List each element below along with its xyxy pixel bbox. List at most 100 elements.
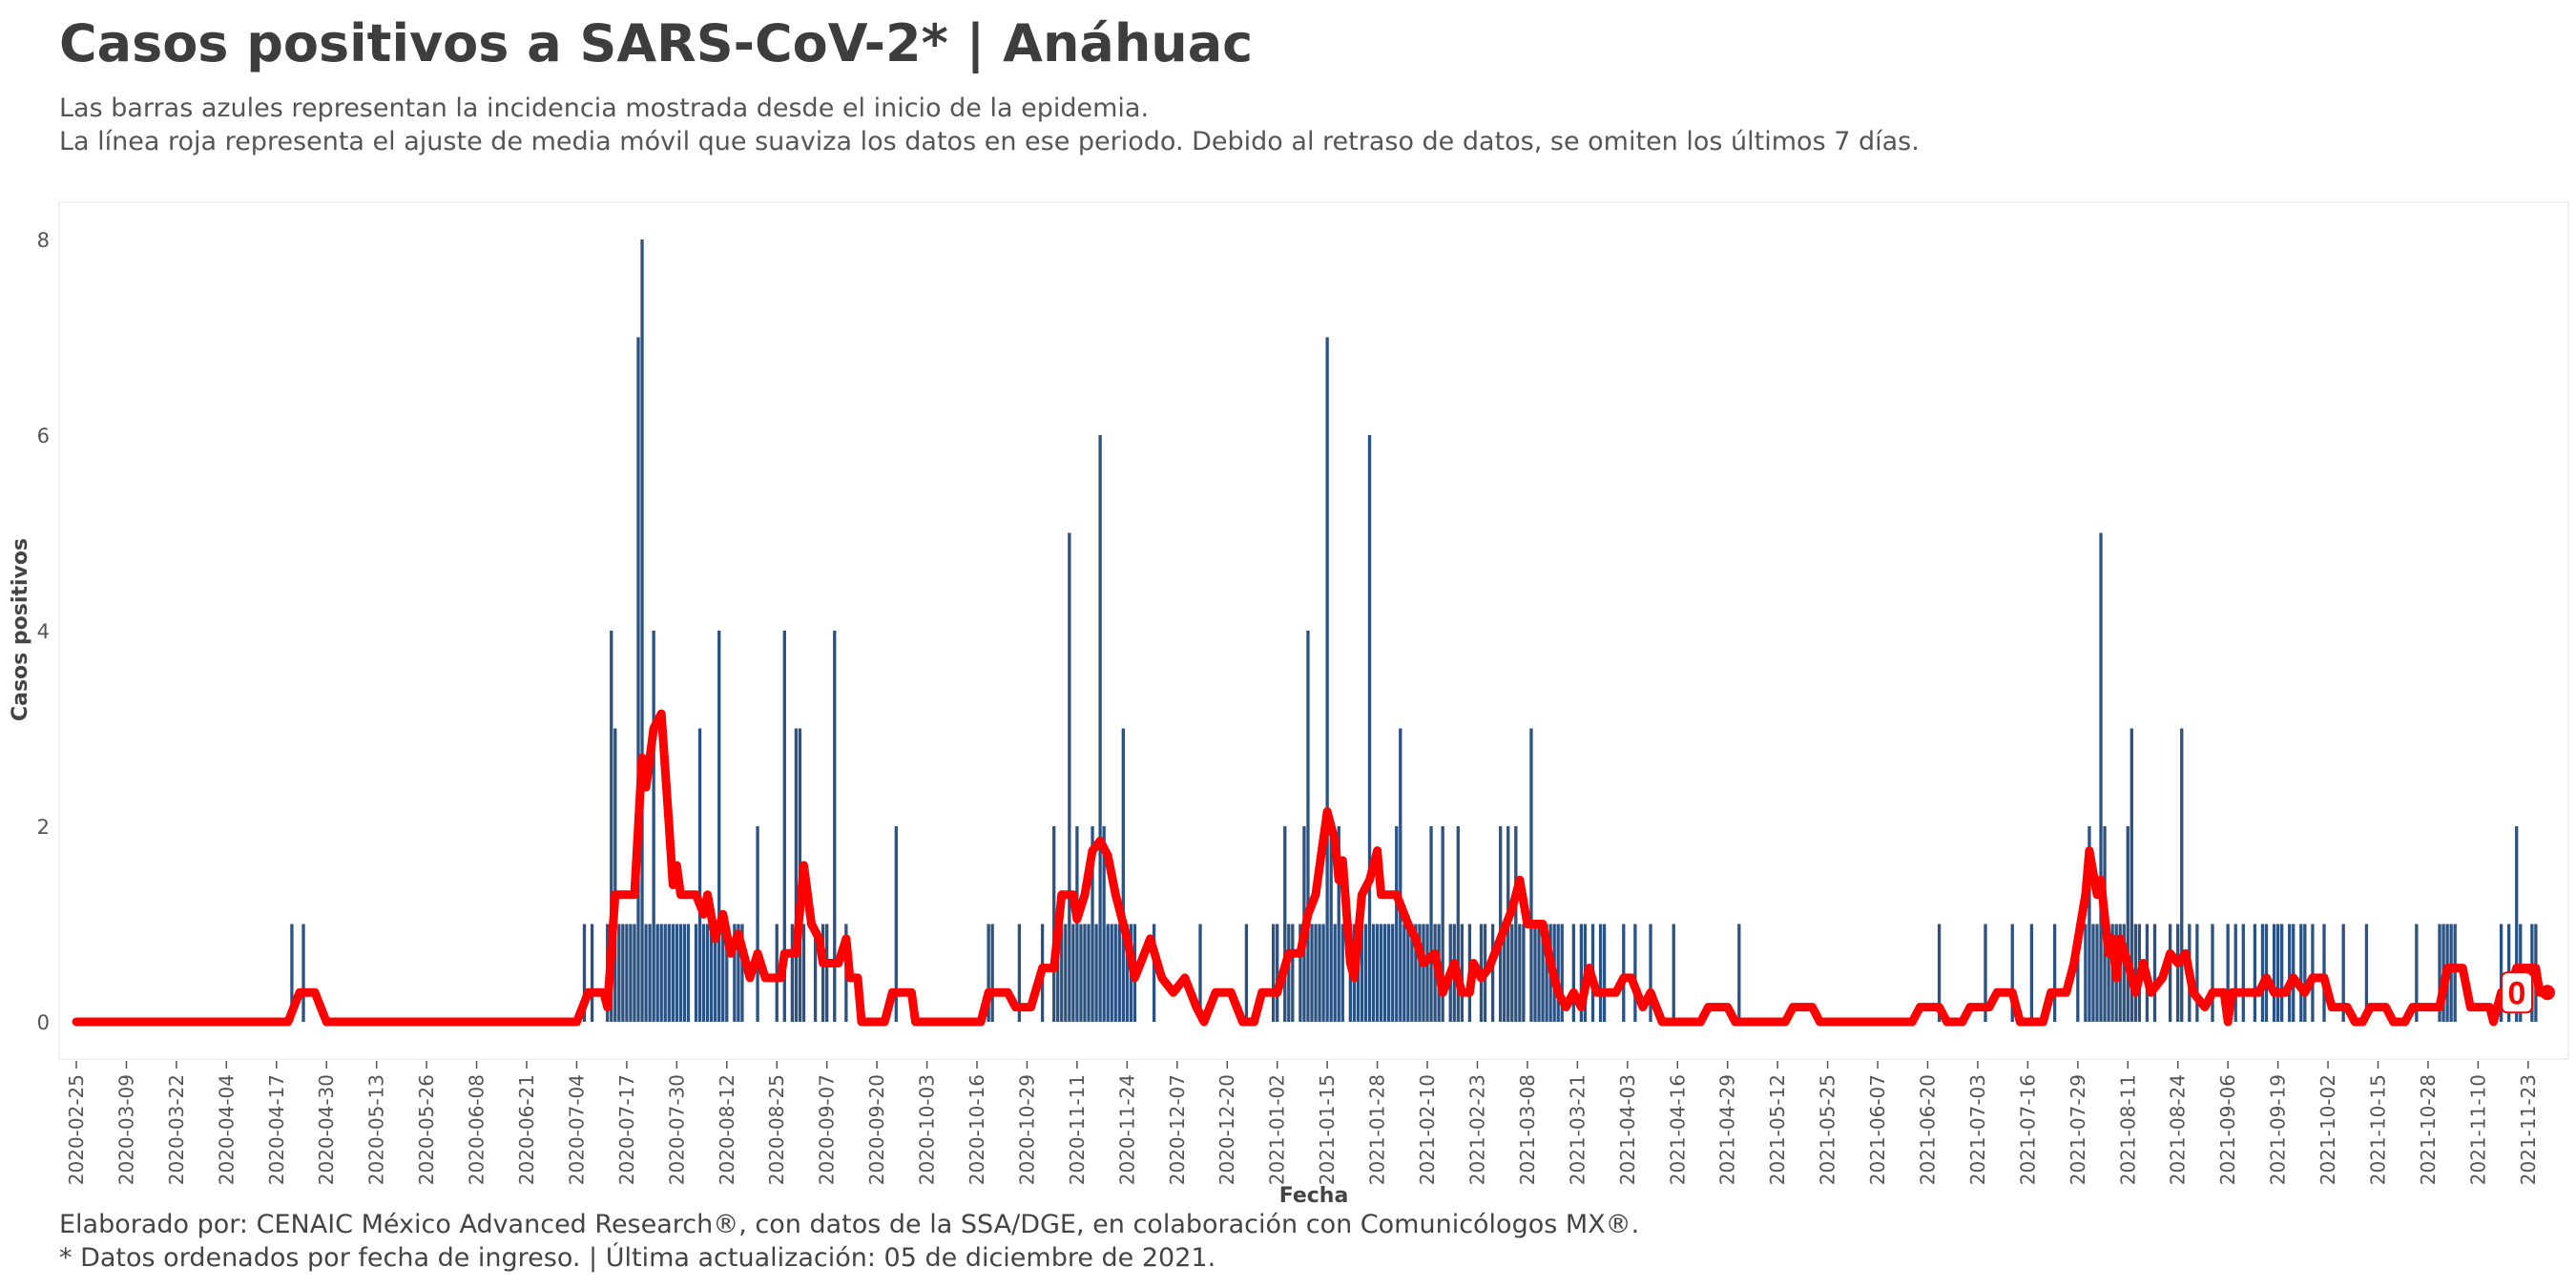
end-label-box: [2501, 971, 2533, 1014]
moving-average-line: [72, 709, 2552, 1027]
bar: [629, 924, 633, 1022]
bar: [640, 239, 644, 1022]
bar: [821, 924, 825, 1022]
bar: [1102, 826, 1106, 1022]
bar: [633, 924, 636, 1022]
bar: [1068, 532, 1071, 1022]
bar: [721, 924, 725, 1022]
bar: [1125, 924, 1130, 1022]
bar: [2095, 924, 2099, 1022]
bar: [652, 631, 655, 1022]
bar: [678, 924, 683, 1022]
x-tick-label: 2021-05-25: [1817, 1074, 1839, 1185]
bar: [1579, 924, 1584, 1022]
bar: [1418, 924, 1422, 1022]
bar: [636, 337, 640, 1022]
bar: [671, 924, 675, 1022]
x-tick-label: 2020-07-30: [665, 1074, 688, 1185]
bar: [1522, 924, 1526, 1022]
bar: [1071, 924, 1075, 1022]
bar: [1287, 924, 1291, 1022]
bar: [2211, 924, 2214, 1022]
bar: [714, 924, 717, 1022]
bar: [2195, 924, 2199, 1022]
bar: [2180, 728, 2184, 1022]
bar: [1371, 924, 1376, 1022]
x-tick-label: 2020-12-07: [1166, 1074, 1189, 1185]
x-tick-label: 2020-10-03: [916, 1074, 939, 1185]
bar: [621, 924, 625, 1022]
bar: [1672, 924, 1675, 1022]
x-tick-label: 2020-10-16: [966, 1074, 988, 1185]
bar: [2126, 826, 2129, 1022]
bar: [2168, 924, 2172, 1022]
y-axis-ticks: 0 2 4 6 8: [37, 229, 50, 1034]
bar: [2415, 924, 2419, 1022]
bar: [1410, 924, 1414, 1022]
end-point-dot: [2540, 985, 2555, 1001]
footer-credit: Elaborado por: CENAIC México Advanced Re…: [59, 1210, 1640, 1239]
bar: [1310, 924, 1314, 1022]
x-tick-label: 2020-10-29: [1015, 1074, 1038, 1185]
bar: [2341, 924, 2345, 1022]
bar: [1360, 924, 1364, 1022]
x-tick-label: 2021-04-03: [1616, 1074, 1639, 1185]
bar: [1490, 924, 1495, 1022]
bar: [1379, 924, 1383, 1022]
x-axis-ticks: 2020-02-25 2020-03-09 2020-03-22 2020-04-04…: [65, 1061, 2540, 1185]
x-tick-label: 2020-07-04: [565, 1074, 588, 1185]
x-tick-label: 2021-04-16: [1666, 1074, 1689, 1185]
bar: [1387, 924, 1391, 1022]
bar: [2499, 924, 2503, 1022]
bar: [1318, 924, 1321, 1022]
subtitle-line-1: Las barras azules representan la inciden…: [59, 93, 1150, 123]
bar: [2279, 924, 2284, 1022]
bar: [2099, 532, 2103, 1022]
x-tick-label: 2021-05-12: [1766, 1074, 1789, 1185]
bar: [1113, 924, 1117, 1022]
bar: [1340, 924, 1344, 1022]
x-tick-label: 2021-10-28: [2417, 1074, 2440, 1185]
y-tick-label: 6: [37, 425, 50, 447]
x-tick-label: 2020-06-21: [515, 1074, 538, 1185]
bar: [710, 924, 714, 1022]
x-tick-label: 2021-10-15: [2366, 1074, 2389, 1185]
bar: [1541, 924, 1545, 1022]
bar: [813, 924, 818, 1022]
bar: [1314, 924, 1318, 1022]
x-tick-label: 2020-04-17: [265, 1074, 288, 1185]
bar: [644, 924, 648, 1022]
bar: [794, 728, 799, 1022]
bar: [1117, 924, 1121, 1022]
bar: [1283, 826, 1287, 1022]
bar: [290, 924, 294, 1022]
x-tick-label: 2020-05-26: [415, 1074, 438, 1185]
bar: [1510, 924, 1514, 1022]
bar: [1529, 728, 1533, 1022]
x-tick-label: 2020-09-20: [865, 1074, 888, 1185]
page-title: Casos positivos a SARS-CoV-2* | Anáhuac: [59, 13, 1254, 73]
bar: [1375, 924, 1380, 1022]
bar: [1598, 924, 1603, 1022]
bar: [2226, 924, 2230, 1022]
bar: [2322, 924, 2326, 1022]
x-tick-label: 2021-07-03: [1966, 1074, 1989, 1185]
y-tick-label: 0: [37, 1011, 50, 1034]
bar: [775, 924, 779, 1022]
bar: [1560, 924, 1564, 1022]
x-tick-label: 2020-11-11: [1066, 1074, 1089, 1185]
bar: [1383, 924, 1387, 1022]
bar: [790, 924, 795, 1022]
bar: [2311, 924, 2315, 1022]
x-axis-label: Fecha: [1279, 1184, 1349, 1204]
bar: [1056, 924, 1060, 1022]
end-marker: 0: [2501, 971, 2555, 1014]
x-tick-label: 2021-03-21: [1566, 1074, 1589, 1185]
x-tick-label: 2020-09-07: [816, 1074, 839, 1185]
bar-series: [290, 239, 2538, 1022]
bar: [2275, 924, 2280, 1022]
bar: [2530, 924, 2534, 1022]
x-tick-label: 2020-08-25: [765, 1074, 788, 1185]
bar: [1422, 924, 1425, 1022]
